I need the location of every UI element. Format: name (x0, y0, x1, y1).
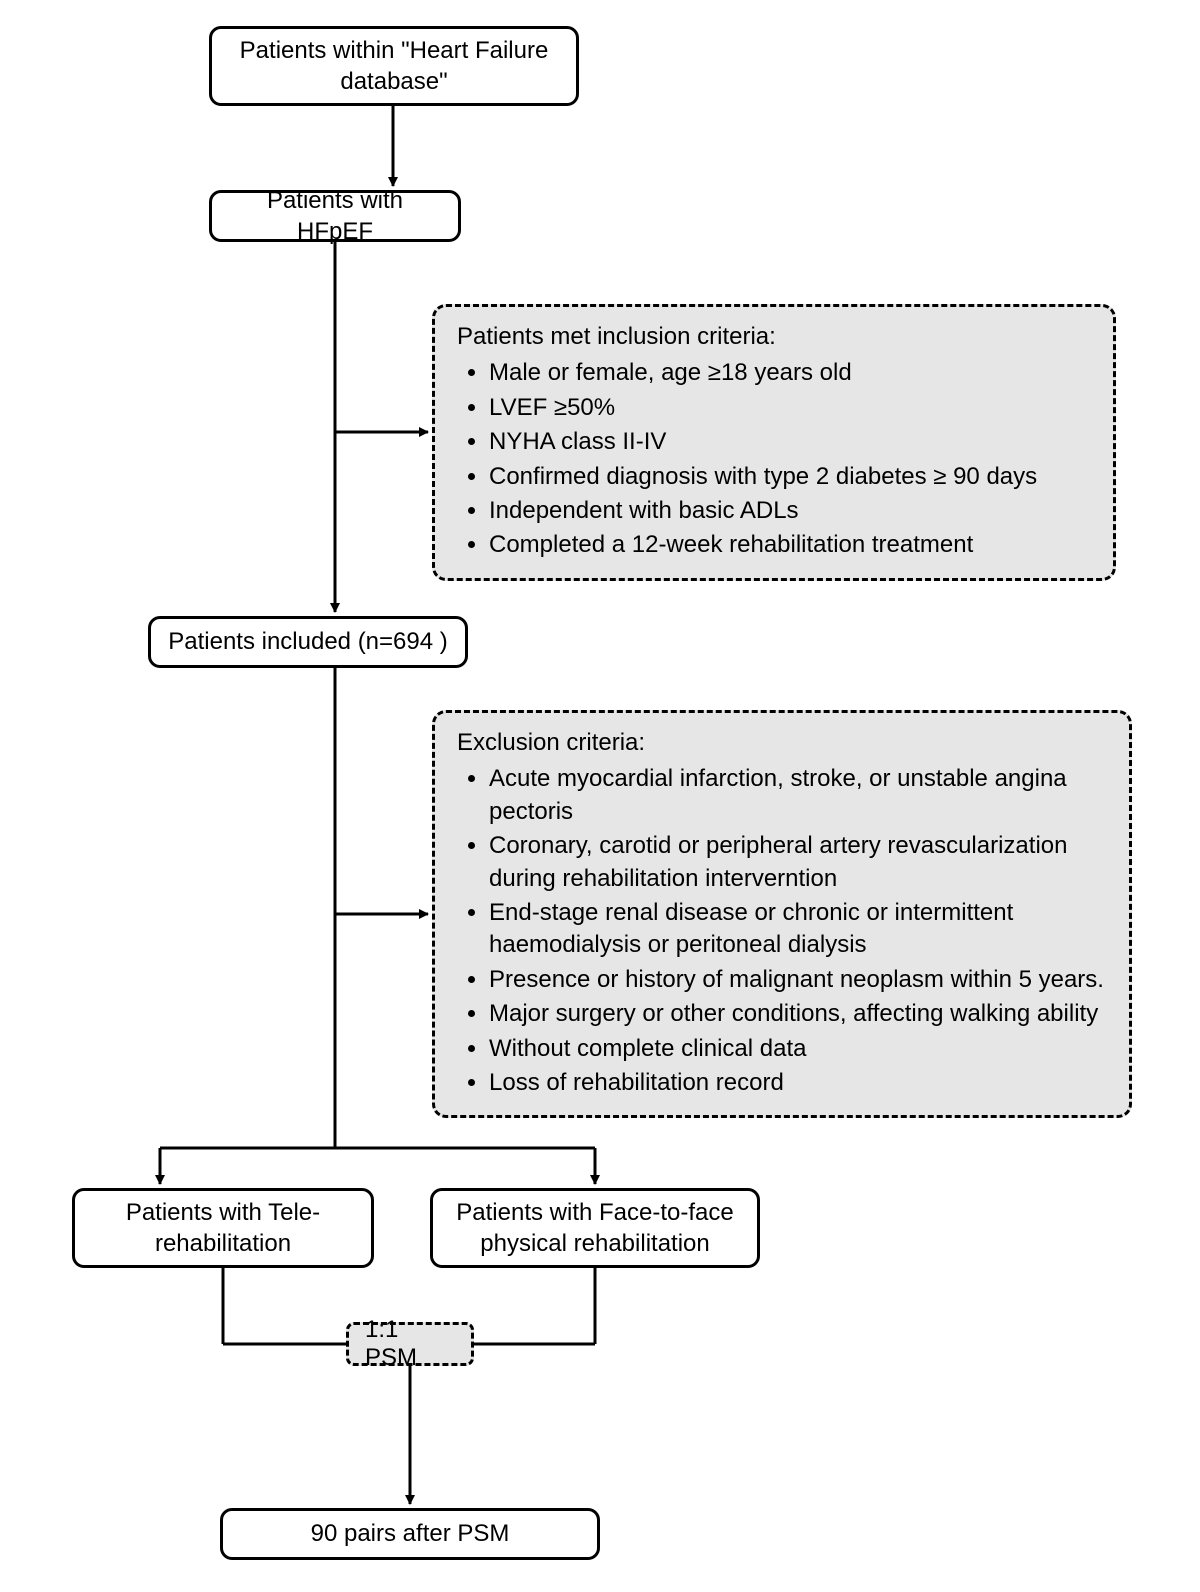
exclusion-criteria-box: Exclusion criteria: Acute myocardial inf… (432, 710, 1132, 1118)
node-telerehab: Patients with Tele-rehabilitation (72, 1188, 374, 1268)
node-label: 90 pairs after PSM (311, 1518, 510, 1549)
node-label: Patients with HFpEF (226, 185, 444, 247)
list-item: Completed a 12-week rehabilitation treat… (489, 529, 1095, 561)
node-facetoface: Patients with Face-to-face physical reha… (430, 1188, 760, 1268)
list-item: Without complete clinical data (489, 1033, 1111, 1065)
list-item: Loss of rehabilitation record (489, 1067, 1111, 1099)
list-item: Coronary, carotid or peripheral artery r… (489, 830, 1111, 895)
list-item: Male or female, age ≥18 years old (489, 357, 1095, 389)
node-hfpef: Patients with HFpEF (209, 190, 461, 242)
list-item: Confirmed diagnosis with type 2 diabetes… (489, 461, 1095, 493)
node-database: Patients within "Heart Failure database" (209, 26, 579, 106)
node-label: Patients within "Heart Failure database" (226, 35, 562, 97)
psm-label: 1:1 PSM (365, 1316, 455, 1372)
exclusion-list: Acute myocardial infarction, stroke, or … (457, 763, 1111, 1099)
list-item: End-stage renal disease or chronic or in… (489, 897, 1111, 962)
node-label: Patients included (n=694 ) (168, 626, 448, 657)
node-label: Patients with Tele-rehabilitation (89, 1197, 357, 1259)
list-item: Acute myocardial infarction, stroke, or … (489, 763, 1111, 828)
inclusion-title: Patients met inclusion criteria: (457, 321, 1095, 353)
node-pairs: 90 pairs after PSM (220, 1508, 600, 1560)
list-item: LVEF ≥50% (489, 392, 1095, 424)
inclusion-list: Male or female, age ≥18 years old LVEF ≥… (457, 357, 1095, 561)
list-item: NYHA class II-IV (489, 426, 1095, 458)
list-item: Major surgery or other conditions, affec… (489, 998, 1111, 1030)
inclusion-criteria-box: Patients met inclusion criteria: Male or… (432, 304, 1116, 581)
node-included: Patients included (n=694 ) (148, 616, 468, 668)
exclusion-title: Exclusion criteria: (457, 727, 1111, 759)
psm-box: 1:1 PSM (346, 1322, 474, 1366)
node-label: Patients with Face-to-face physical reha… (447, 1197, 743, 1259)
list-item: Independent with basic ADLs (489, 495, 1095, 527)
list-item: Presence or history of malignant neoplas… (489, 964, 1111, 996)
